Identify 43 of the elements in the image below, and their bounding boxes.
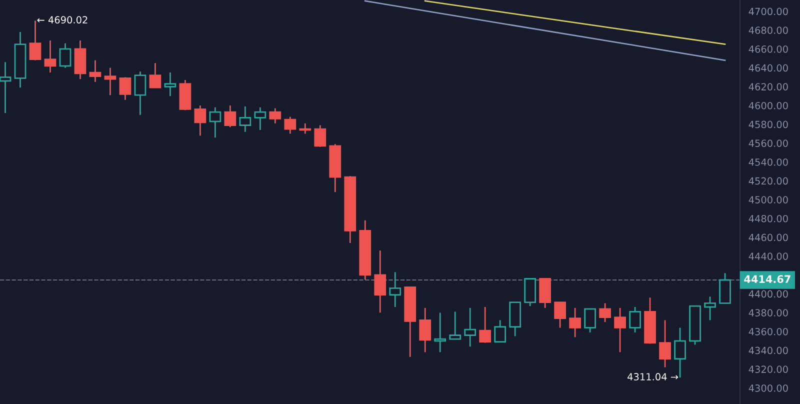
candlestick bbox=[329, 143, 342, 193]
y-tick-label: 4400.00 bbox=[748, 290, 788, 298]
candlestick bbox=[389, 271, 402, 308]
y-tick-label: 4680.00 bbox=[748, 26, 788, 34]
candlestick bbox=[419, 307, 432, 353]
candlestick bbox=[464, 307, 476, 348]
y-tick-label: 4300.00 bbox=[748, 384, 788, 392]
y-tick-label: 4380.00 bbox=[748, 309, 788, 316]
candlestick bbox=[239, 106, 252, 133]
y-tick-label: 4440.00 bbox=[748, 252, 788, 260]
y-tick-label: 4600.00 bbox=[748, 102, 788, 110]
y-tick-label: 4580.00 bbox=[748, 120, 788, 128]
candlestick bbox=[434, 312, 446, 353]
y-tick-label: 4320.00 bbox=[748, 366, 788, 373]
annotation: ← 4690.02 bbox=[37, 16, 88, 24]
candlestick bbox=[374, 250, 386, 314]
y-tick-label: 4360.00 bbox=[748, 328, 788, 336]
y-tick-label: 4540.00 bbox=[748, 158, 788, 166]
candlestick bbox=[209, 106, 222, 138]
candlestick bbox=[44, 40, 56, 74]
y-tick-label: 4660.00 bbox=[748, 45, 788, 53]
annotation: 4311.04 → bbox=[628, 373, 678, 380]
candlestick bbox=[254, 106, 266, 131]
y-tick-label: 4560.00 bbox=[748, 140, 788, 147]
candlestick bbox=[569, 307, 581, 338]
candlestick bbox=[164, 72, 176, 97]
candlestick bbox=[614, 307, 626, 353]
candlestick bbox=[14, 31, 26, 88]
y-tick-label: 4640.00 bbox=[748, 64, 788, 72]
candlestick bbox=[359, 220, 372, 280]
y-tick-label: 4340.00 bbox=[748, 346, 788, 354]
y-tick-label: 4460.00 bbox=[748, 234, 788, 242]
ref-line-label: 4414.67 bbox=[744, 275, 790, 284]
y-tick-label: 4620.00 bbox=[748, 83, 788, 90]
y-tick-label: 4500.00 bbox=[748, 196, 788, 204]
candlestick bbox=[74, 40, 86, 80]
y-tick-label: 4480.00 bbox=[748, 214, 788, 222]
y-tick-label: 4520.00 bbox=[748, 177, 788, 185]
y-tick-label: 4700.00 bbox=[748, 8, 788, 16]
candlestick bbox=[0, 61, 12, 114]
candlestick bbox=[104, 67, 116, 96]
candlestick bbox=[59, 42, 72, 68]
candlestick bbox=[89, 60, 102, 83]
